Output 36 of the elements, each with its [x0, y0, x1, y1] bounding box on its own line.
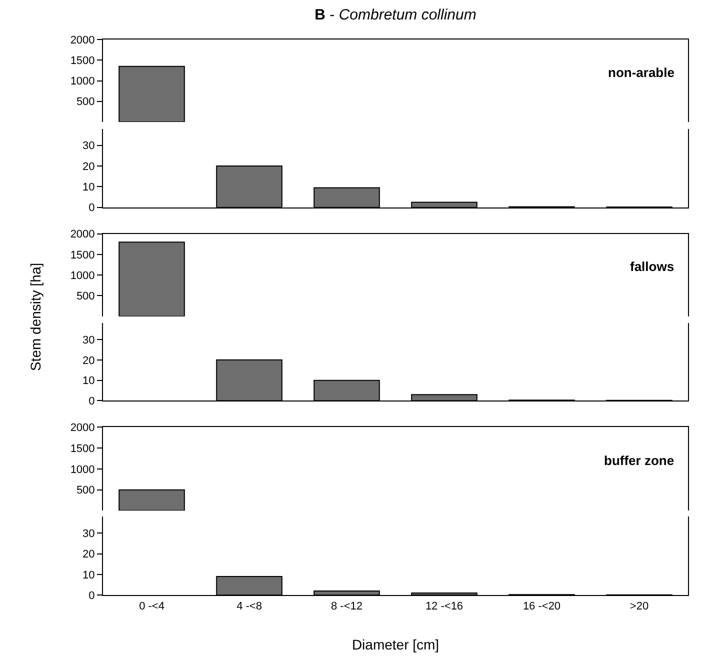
y-tick-label: 20 — [82, 354, 95, 367]
x-tick-label: 12 -<16 — [425, 600, 464, 612]
y-tick-label: 1000 — [70, 76, 95, 88]
y-tick-label: 500 — [76, 290, 95, 303]
y-tick-label: 1500 — [70, 249, 95, 262]
x-tick-label: 8 -<12 — [331, 600, 362, 612]
y-tick-label: 1000 — [70, 270, 95, 282]
y-tick-label: 500 — [76, 96, 95, 108]
y-tick-label: 0 — [88, 590, 95, 602]
y-tick-label: 2000 — [70, 422, 95, 434]
y-tick-label: 30 — [82, 334, 95, 346]
annotation: non-arable — [608, 65, 674, 80]
y-tick-label: 2000 — [70, 34, 95, 46]
annotation: fallows — [630, 259, 674, 274]
y-tick-label: 1500 — [70, 442, 95, 455]
y-tick-label: 500 — [76, 484, 95, 497]
y-tick-label: 0 — [88, 396, 95, 408]
y-tick-label: 20 — [82, 548, 95, 561]
x-tick-label: 0 -<4 — [139, 600, 164, 612]
y-tick-label: 2000 — [70, 228, 95, 241]
chart-title: B - Combretum collinum — [314, 6, 476, 24]
y-tick-label: 1000 — [70, 464, 95, 476]
x-axis-title: Diameter [cm] — [352, 636, 440, 653]
annotation: buffer zone — [604, 453, 674, 468]
x-tick-label: >20 — [630, 600, 649, 612]
y-tick-label: 10 — [82, 182, 95, 194]
x-tick-label: 4 -<8 — [236, 600, 262, 612]
y-tick-label: 20 — [82, 160, 95, 173]
y-tick-label: 10 — [82, 375, 95, 388]
x-tick-label: 16 -<20 — [522, 600, 561, 612]
y-tick-label: 0 — [88, 202, 95, 214]
y-tick-label: 30 — [82, 528, 95, 540]
y-axis-title: Stem density [ha] — [27, 262, 44, 372]
y-tick-label: 30 — [82, 140, 95, 152]
y-tick-label: 1500 — [70, 55, 95, 67]
y-tick-label: 10 — [82, 569, 95, 582]
